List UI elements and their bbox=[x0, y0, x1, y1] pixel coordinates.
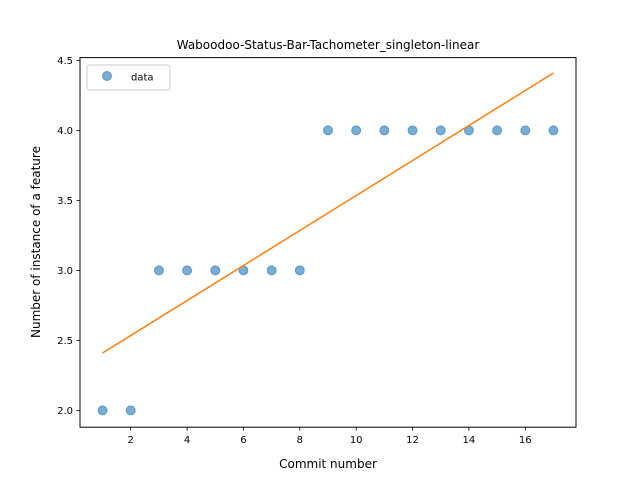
plot-frame bbox=[79, 57, 577, 428]
data-point bbox=[125, 405, 136, 416]
x-tick-label: 6 bbox=[240, 435, 246, 446]
y-tick-label: 2.5 bbox=[57, 336, 73, 347]
y-axis-label: Number of instance of a feature bbox=[29, 146, 43, 338]
legend-marker-data bbox=[102, 71, 112, 81]
y-tick-label: 4.0 bbox=[57, 126, 73, 137]
x-tick-label: 14 bbox=[463, 435, 476, 446]
data-point bbox=[492, 125, 503, 136]
data-point bbox=[520, 125, 531, 136]
legend: data bbox=[86, 64, 171, 91]
data-point bbox=[97, 405, 108, 416]
fit-line bbox=[102, 72, 554, 354]
x-tick-label: 4 bbox=[184, 435, 190, 446]
plot-data bbox=[97, 72, 559, 416]
data-point bbox=[407, 125, 418, 136]
x-tick-label: 16 bbox=[519, 435, 532, 446]
y-tick-label: 3.5 bbox=[57, 196, 73, 207]
x-tick-label: 8 bbox=[297, 435, 303, 446]
y-tick-label: 2.0 bbox=[57, 406, 73, 417]
data-point bbox=[210, 265, 221, 276]
x-tick-label: 12 bbox=[406, 435, 419, 446]
x-tick-label: 10 bbox=[350, 435, 363, 446]
legend-label-data: data bbox=[131, 73, 154, 84]
x-tick-label: 2 bbox=[128, 435, 134, 446]
y-tick-label: 4.5 bbox=[57, 56, 73, 67]
y-tick-label: 3.0 bbox=[57, 266, 73, 277]
data-point bbox=[548, 125, 559, 136]
axis-ticks: 2 4 6 8 10 12 14 16 2.0 2.5 3.0 3.5 4.0 4.5 bbox=[57, 56, 532, 446]
chart-title: Waboodoo-Status-Bar-Tachometer_singleton… bbox=[177, 38, 480, 52]
legend-box bbox=[86, 64, 171, 91]
data-point bbox=[379, 125, 390, 136]
data-point bbox=[182, 265, 193, 276]
data-point bbox=[294, 265, 305, 276]
data-point bbox=[323, 125, 333, 136]
data-point bbox=[266, 265, 277, 276]
x-axis-label: Commit number bbox=[279, 457, 377, 471]
data-point bbox=[435, 125, 446, 136]
data-point bbox=[351, 125, 362, 136]
data-point bbox=[153, 265, 164, 276]
